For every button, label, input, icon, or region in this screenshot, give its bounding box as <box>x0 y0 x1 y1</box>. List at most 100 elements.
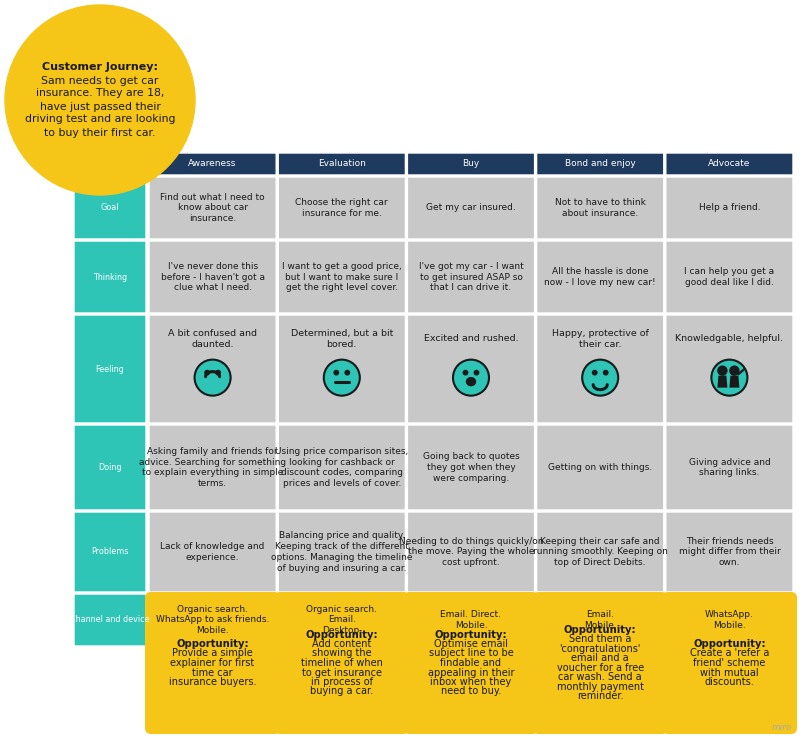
Circle shape <box>194 359 230 396</box>
Text: buying a car.: buying a car. <box>310 686 374 697</box>
FancyBboxPatch shape <box>149 594 276 646</box>
FancyBboxPatch shape <box>666 177 793 239</box>
Text: Choose the right car
insurance for me.: Choose the right car insurance for me. <box>295 198 388 218</box>
Text: All the hassle is done
now - I love my new car!: All the hassle is done now - I love my n… <box>544 267 656 287</box>
FancyBboxPatch shape <box>149 153 276 175</box>
Text: Advocate: Advocate <box>708 159 750 168</box>
Text: to get insurance: to get insurance <box>302 667 382 677</box>
Text: Getting on with things.: Getting on with things. <box>548 463 652 472</box>
FancyBboxPatch shape <box>74 425 146 510</box>
Text: Opportunity:: Opportunity: <box>434 630 507 640</box>
Text: Lack of knowledge and
experience.: Lack of knowledge and experience. <box>161 542 265 562</box>
Text: Using price comparison sites,
looking for cashback or
discount codes, comparing
: Using price comparison sites, looking fo… <box>275 447 409 488</box>
Text: Find out what I need to
know about car
insurance.: Find out what I need to know about car i… <box>160 193 265 224</box>
Text: timeline of when: timeline of when <box>301 658 382 668</box>
FancyBboxPatch shape <box>537 425 664 510</box>
Text: Optimise email: Optimise email <box>434 639 508 649</box>
FancyBboxPatch shape <box>666 594 793 646</box>
Text: time car: time car <box>192 667 233 677</box>
Text: Knowledgable, helpful.: Knowledgable, helpful. <box>675 334 783 343</box>
FancyBboxPatch shape <box>149 425 276 510</box>
Text: Opportunity:: Opportunity: <box>176 639 249 649</box>
Text: Organic search.
WhatsApp to ask friends.
Mobile.: Organic search. WhatsApp to ask friends.… <box>156 604 270 635</box>
Text: Opportunity:: Opportunity: <box>693 639 766 649</box>
Text: A bit confused and
daunted.: A bit confused and daunted. <box>168 329 257 348</box>
Text: 'congratulations': 'congratulations' <box>559 644 641 654</box>
Text: Excited and rushed.: Excited and rushed. <box>424 334 518 343</box>
Text: Buy: Buy <box>462 159 480 168</box>
Text: Determined, but a bit
bored.: Determined, but a bit bored. <box>290 329 393 348</box>
Text: Send them a: Send them a <box>569 634 631 644</box>
Circle shape <box>5 5 195 195</box>
FancyBboxPatch shape <box>537 177 664 239</box>
Text: email and a: email and a <box>571 653 629 663</box>
FancyBboxPatch shape <box>666 512 793 592</box>
Text: Customer Journey:: Customer Journey: <box>42 63 158 72</box>
FancyBboxPatch shape <box>278 425 406 510</box>
FancyBboxPatch shape <box>149 177 276 239</box>
Circle shape <box>205 370 210 375</box>
Text: Email.
Mobile.: Email. Mobile. <box>584 610 617 630</box>
Polygon shape <box>718 376 727 387</box>
Circle shape <box>474 370 478 375</box>
Text: Keeping their car safe and
running smoothly. Keeping on
top of Direct Debits.: Keeping their car safe and running smoot… <box>533 537 668 568</box>
Text: driving test and are looking: driving test and are looking <box>25 114 175 125</box>
FancyBboxPatch shape <box>74 315 146 423</box>
Circle shape <box>345 370 350 375</box>
Text: need to buy.: need to buy. <box>441 686 501 697</box>
FancyBboxPatch shape <box>662 592 797 734</box>
Text: Evaluation: Evaluation <box>318 159 366 168</box>
Text: Email. Direct.
Mobile.: Email. Direct. Mobile. <box>441 610 502 630</box>
Text: Awareness: Awareness <box>189 159 237 168</box>
FancyBboxPatch shape <box>537 153 664 175</box>
FancyBboxPatch shape <box>537 315 664 423</box>
Text: I want to get a good price,
but I want to make sure I
get the right level cover.: I want to get a good price, but I want t… <box>282 262 402 292</box>
FancyBboxPatch shape <box>278 153 406 175</box>
Text: Opportunity:: Opportunity: <box>564 625 637 635</box>
Text: Giving advice and
sharing links.: Giving advice and sharing links. <box>689 458 770 477</box>
Text: I can help you get a
good deal like I did.: I can help you get a good deal like I di… <box>684 267 774 287</box>
Text: insurance. They are 18,: insurance. They are 18, <box>36 89 164 98</box>
FancyBboxPatch shape <box>278 177 406 239</box>
Text: Create a 'refer a: Create a 'refer a <box>690 649 769 658</box>
FancyBboxPatch shape <box>74 512 146 592</box>
FancyBboxPatch shape <box>407 315 534 423</box>
Circle shape <box>334 370 338 375</box>
Circle shape <box>718 366 727 375</box>
Text: miro: miro <box>771 723 792 732</box>
Circle shape <box>324 359 360 396</box>
Text: car wash. Send a: car wash. Send a <box>558 672 642 682</box>
Text: explainer for first: explainer for first <box>170 658 254 668</box>
Text: Bond and enjoy: Bond and enjoy <box>565 159 635 168</box>
Circle shape <box>582 359 618 396</box>
Text: Happy, protective of
their car.: Happy, protective of their car. <box>552 329 649 348</box>
FancyBboxPatch shape <box>407 241 534 313</box>
Text: Opportunity:: Opportunity: <box>306 630 378 640</box>
Text: appealing in their: appealing in their <box>428 667 514 677</box>
Polygon shape <box>738 368 746 376</box>
Text: Problems: Problems <box>91 548 129 556</box>
Text: voucher for a free: voucher for a free <box>557 663 644 673</box>
FancyBboxPatch shape <box>149 315 276 423</box>
Text: findable and: findable and <box>441 658 502 668</box>
Text: reminder.: reminder. <box>577 692 623 701</box>
FancyBboxPatch shape <box>407 153 534 175</box>
Text: Their friends needs
might differ from their
own.: Their friends needs might differ from th… <box>678 537 780 568</box>
FancyBboxPatch shape <box>407 512 534 592</box>
Text: Provide a simple: Provide a simple <box>172 649 253 658</box>
Text: showing the: showing the <box>312 649 372 658</box>
Text: discounts.: discounts. <box>705 677 754 687</box>
FancyBboxPatch shape <box>407 177 534 239</box>
Text: have just passed their: have just passed their <box>39 102 161 111</box>
FancyBboxPatch shape <box>533 592 668 734</box>
Circle shape <box>603 370 608 375</box>
Text: Channel and device: Channel and device <box>70 615 150 624</box>
FancyBboxPatch shape <box>278 594 406 646</box>
Text: monthly payment: monthly payment <box>557 682 644 692</box>
Text: Sam needs to get car: Sam needs to get car <box>42 75 158 86</box>
FancyBboxPatch shape <box>278 315 406 423</box>
FancyBboxPatch shape <box>407 425 534 510</box>
Text: Organic search.
Email.
Desktop.: Organic search. Email. Desktop. <box>306 604 378 635</box>
Circle shape <box>216 370 220 375</box>
Circle shape <box>463 370 468 375</box>
